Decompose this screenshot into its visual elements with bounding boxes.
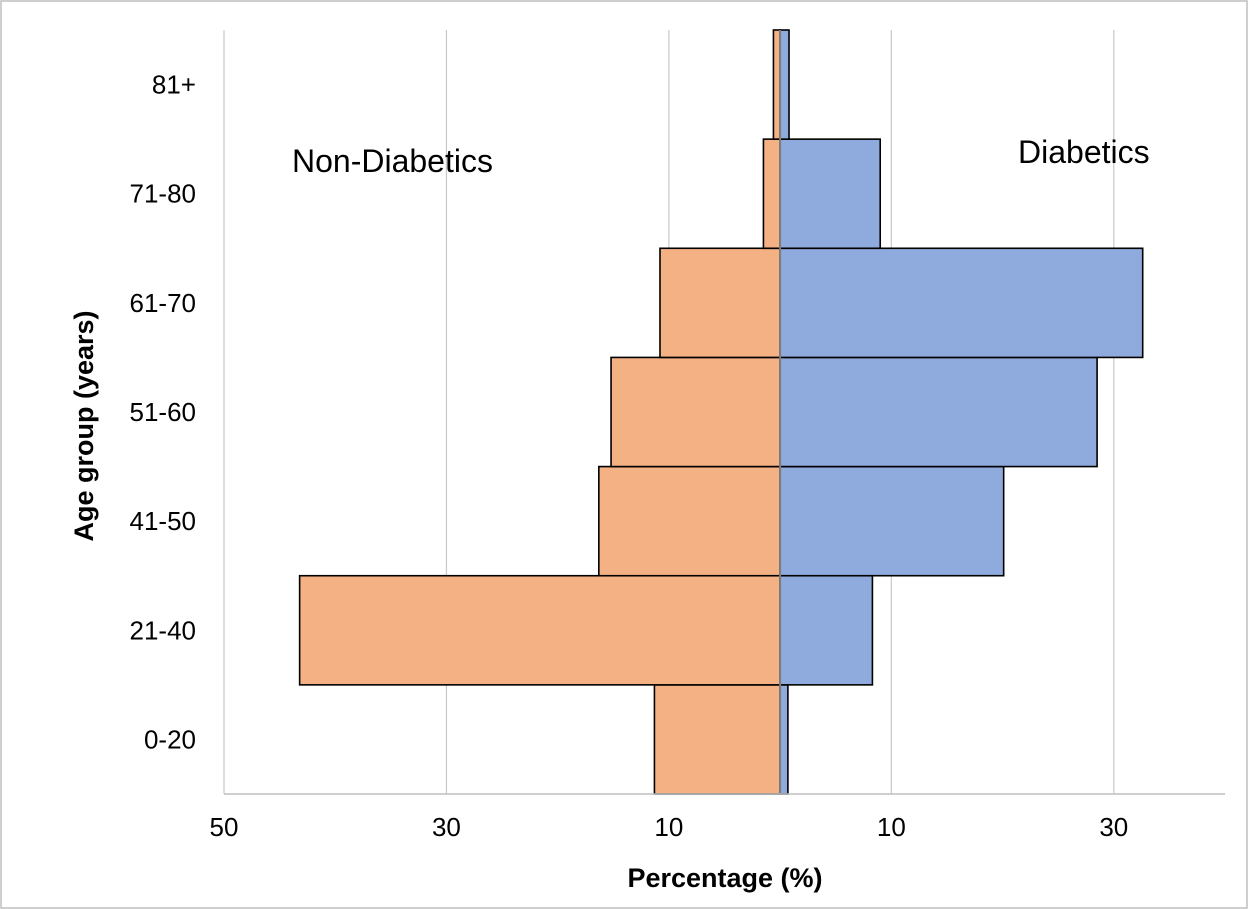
y-tick-label: 71-80 (130, 179, 197, 209)
y-tick-label: 0-20 (144, 724, 196, 754)
x-tick-label: 30 (1099, 812, 1128, 842)
bar-diabetics-71-80 (779, 138, 882, 250)
bar-non-diabetics-81+ (772, 29, 781, 140)
annotation-diabetics: Diabetics (1018, 134, 1150, 170)
axes (224, 30, 1225, 795)
y-tick-label: 81+ (152, 70, 196, 100)
x-tick-label: 10 (877, 812, 906, 842)
y-tick-label: 51-60 (130, 397, 197, 427)
y-tick-label: 21-40 (130, 615, 197, 645)
bar-diabetics-81+ (779, 29, 790, 140)
x-tick-label: 30 (432, 812, 461, 842)
bar-non-diabetics-21-40 (298, 574, 781, 686)
bar-non-diabetics-71-80 (762, 138, 781, 250)
x-axis-title: Percentage (%) (627, 863, 822, 893)
bar-diabetics-51-60 (779, 356, 1098, 468)
y-axis-title: Age group (years) (69, 310, 99, 541)
bar-non-diabetics-41-50 (598, 465, 781, 577)
annotation-non-diabetics: Non-Diabetics (292, 143, 493, 179)
tick-labels: 0-20 21-40 41-50 51-60 61-70 71-80 81+ 50 30 10 10… (130, 70, 1129, 842)
bar-diabetics-21-40 (779, 574, 874, 686)
x-tick-label: 10 (654, 812, 683, 842)
bar-diabetics-41-50 (779, 465, 1005, 577)
bar-diabetics-61-70 (779, 247, 1144, 359)
y-tick-label: 61-70 (130, 288, 197, 318)
bar-diabetics-0-20 (779, 684, 789, 795)
bar-non-diabetics-61-70 (659, 247, 781, 359)
bar-non-diabetics-0-20 (653, 684, 781, 795)
x-tick-label: 50 (210, 812, 239, 842)
y-tick-label: 41-50 (130, 506, 197, 536)
bar-non-diabetics-51-60 (610, 356, 781, 468)
